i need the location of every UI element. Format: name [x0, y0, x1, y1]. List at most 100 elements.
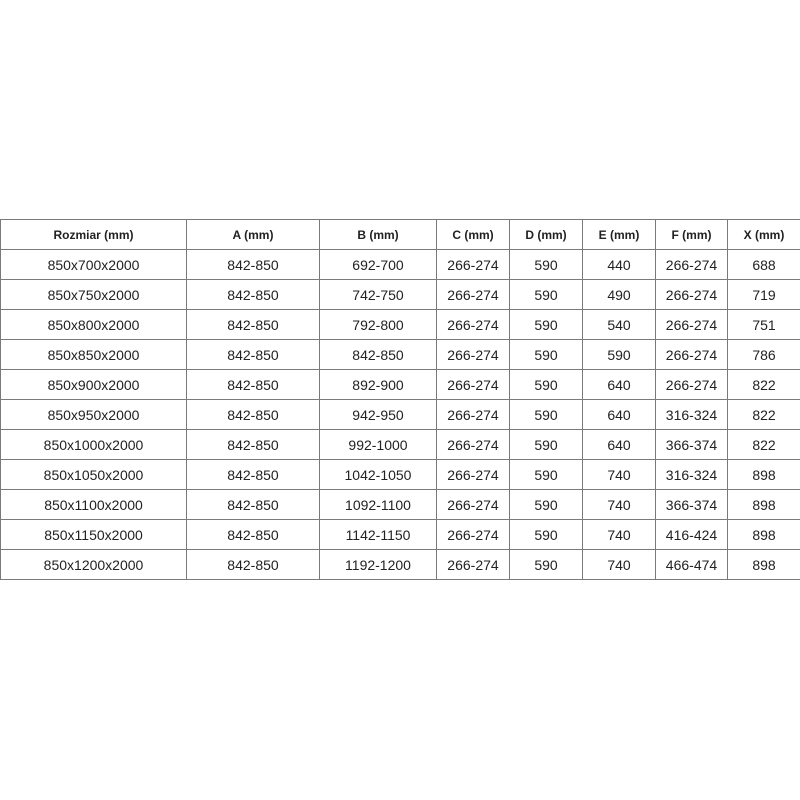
table-row: 850x800x2000 842-850 792-800 266-274 590 540 2…: [0, 309, 800, 340]
cell-e: 640: [582, 369, 656, 400]
cell-rozmiar: 850x1000x2000: [0, 429, 187, 460]
column-header-x: X (mm): [727, 219, 800, 250]
cell-e: 640: [582, 429, 656, 460]
cell-a: 842-850: [186, 429, 320, 460]
cell-b: 792-800: [319, 309, 437, 340]
cell-d: 590: [509, 279, 583, 310]
cell-c: 266-274: [436, 399, 510, 430]
cell-f: 266-274: [655, 279, 728, 310]
cell-d: 590: [509, 429, 583, 460]
cell-d: 590: [509, 519, 583, 550]
column-header-c: C (mm): [436, 219, 510, 250]
cell-f: 366-374: [655, 489, 728, 520]
cell-x: 822: [727, 429, 800, 460]
column-header-f: F (mm): [655, 219, 728, 250]
cell-f: 466-474: [655, 549, 728, 580]
cell-e: 440: [582, 249, 656, 280]
cell-c: 266-274: [436, 369, 510, 400]
column-header-b: B (mm): [319, 219, 437, 250]
cell-rozmiar: 850x1150x2000: [0, 519, 187, 550]
cell-b: 992-1000: [319, 429, 437, 460]
cell-x: 751: [727, 309, 800, 340]
cell-d: 590: [509, 549, 583, 580]
cell-c: 266-274: [436, 279, 510, 310]
cell-f: 316-324: [655, 459, 728, 490]
cell-e: 740: [582, 489, 656, 520]
table-row: 850x750x2000 842-850 742-750 266-274 590 490 2…: [0, 279, 800, 310]
cell-c: 266-274: [436, 309, 510, 340]
cell-rozmiar: 850x950x2000: [0, 399, 187, 430]
cell-b: 1092-1100: [319, 489, 437, 520]
cell-rozmiar: 850x700x2000: [0, 249, 187, 280]
table-row: 850x900x2000 842-850 892-900 266-274 590 640 2…: [0, 369, 800, 400]
table-row: 850x1000x2000 842-850 992-1000 266-274 590 64…: [0, 429, 800, 460]
cell-b: 1042-1050: [319, 459, 437, 490]
cell-b: 692-700: [319, 249, 437, 280]
cell-a: 842-850: [186, 489, 320, 520]
cell-d: 590: [509, 399, 583, 430]
cell-d: 590: [509, 489, 583, 520]
table-row: 850x1050x2000 842-850 1042-1050 266-274 590 7…: [0, 459, 800, 490]
cell-c: 266-274: [436, 459, 510, 490]
cell-f: 266-274: [655, 249, 728, 280]
cell-f: 266-274: [655, 309, 728, 340]
cell-x: 688: [727, 249, 800, 280]
cell-b: 842-850: [319, 339, 437, 370]
column-header-e: E (mm): [582, 219, 656, 250]
cell-rozmiar: 850x850x2000: [0, 339, 187, 370]
cell-a: 842-850: [186, 399, 320, 430]
cell-a: 842-850: [186, 549, 320, 580]
column-header-a: A (mm): [186, 219, 320, 250]
cell-f: 316-324: [655, 399, 728, 430]
cell-b: 942-950: [319, 399, 437, 430]
cell-x: 898: [727, 489, 800, 520]
cell-c: 266-274: [436, 249, 510, 280]
table-row: 850x850x2000 842-850 842-850 266-274 590 590 2…: [0, 339, 800, 370]
cell-f: 266-274: [655, 339, 728, 370]
cell-x: 898: [727, 549, 800, 580]
cell-b: 1142-1150: [319, 519, 437, 550]
cell-b: 742-750: [319, 279, 437, 310]
cell-d: 590: [509, 249, 583, 280]
cell-b: 1192-1200: [319, 549, 437, 580]
cell-a: 842-850: [186, 279, 320, 310]
cell-c: 266-274: [436, 519, 510, 550]
header-row: Rozmiar (mm) A (mm) B (mm) C (mm) D (mm) E (m…: [0, 219, 800, 250]
cell-x: 719: [727, 279, 800, 310]
cell-b: 892-900: [319, 369, 437, 400]
cell-e: 740: [582, 459, 656, 490]
dimensions-table: Rozmiar (mm) A (mm) B (mm) C (mm) D (mm) E (m…: [0, 219, 800, 580]
cell-rozmiar: 850x1200x2000: [0, 549, 187, 580]
table-row: 850x950x2000 842-850 942-950 266-274 590 640 3…: [0, 399, 800, 430]
cell-x: 822: [727, 399, 800, 430]
cell-e: 740: [582, 549, 656, 580]
cell-f: 366-374: [655, 429, 728, 460]
column-header-rozmiar: Rozmiar (mm): [0, 219, 187, 250]
cell-a: 842-850: [186, 339, 320, 370]
cell-x: 898: [727, 519, 800, 550]
cell-c: 266-274: [436, 429, 510, 460]
cell-f: 416-424: [655, 519, 728, 550]
cell-c: 266-274: [436, 339, 510, 370]
cell-c: 266-274: [436, 549, 510, 580]
cell-f: 266-274: [655, 369, 728, 400]
cell-x: 786: [727, 339, 800, 370]
cell-e: 640: [582, 399, 656, 430]
table-row: 850x700x2000 842-850 692-700 266-274 590 440 2…: [0, 249, 800, 280]
cell-rozmiar: 850x900x2000: [0, 369, 187, 400]
cell-d: 590: [509, 339, 583, 370]
table-row: 850x1150x2000 842-850 1142-1150 266-274 590 7…: [0, 519, 800, 550]
cell-a: 842-850: [186, 249, 320, 280]
cell-a: 842-850: [186, 369, 320, 400]
column-header-d: D (mm): [509, 219, 583, 250]
cell-d: 590: [509, 459, 583, 490]
cell-e: 540: [582, 309, 656, 340]
cell-d: 590: [509, 369, 583, 400]
cell-e: 490: [582, 279, 656, 310]
table-row: 850x1200x2000 842-850 1192-1200 266-274 590 7…: [0, 549, 800, 580]
cell-d: 590: [509, 309, 583, 340]
cell-x: 898: [727, 459, 800, 490]
cell-rozmiar: 850x800x2000: [0, 309, 187, 340]
cell-rozmiar: 850x1050x2000: [0, 459, 187, 490]
cell-a: 842-850: [186, 309, 320, 340]
